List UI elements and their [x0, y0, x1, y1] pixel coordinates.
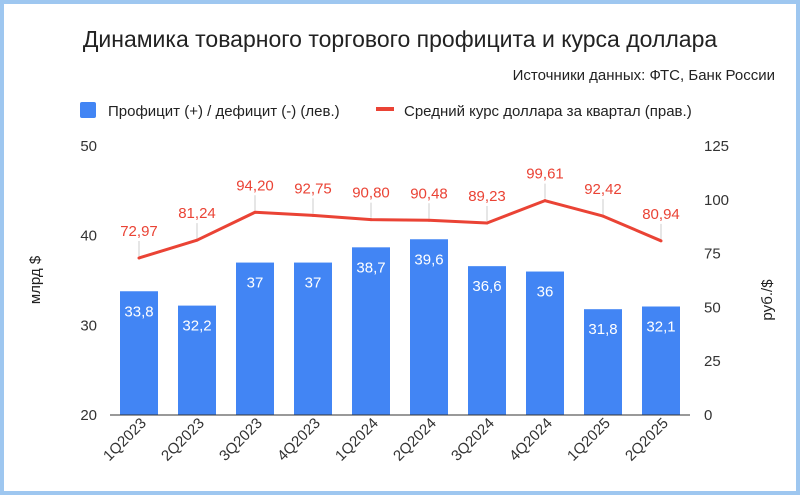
bar-data-label: 33,8 — [124, 303, 153, 320]
line-path — [138, 199, 662, 260]
x-tick: 3Q2023 — [216, 415, 266, 465]
legend: Профицит (+) / дефицит (-) (лев.) Средни… — [80, 102, 692, 120]
y-right-tick: 50 — [704, 299, 721, 316]
y-left-tick: 50 — [80, 138, 97, 155]
bar-data-label: 32,1 — [646, 319, 675, 336]
bar — [178, 305, 216, 415]
y-right-tick: 25 — [704, 353, 721, 370]
line-data-label: 92,42 — [584, 181, 622, 198]
line-series: 72,97 81,24 94,20 92,75 90,80 90,48 89,23 99,61… — [120, 166, 680, 260]
x-tick: 2Q2023 — [158, 415, 208, 465]
bar-series: 33,8 32,2 37 37 38,7 39,6 36,6 36 31,8 32,1 — [120, 239, 680, 415]
bar — [352, 247, 390, 415]
y-left-tick: 40 — [80, 228, 97, 245]
y-right-tick: 75 — [704, 246, 721, 263]
bar — [526, 271, 564, 415]
line-point — [659, 239, 663, 243]
chart-title: Динамика товарного торгового профицита и… — [83, 26, 718, 52]
line-point — [253, 210, 257, 214]
line-data-label: 80,94 — [642, 206, 680, 223]
line-point — [137, 256, 141, 260]
bar — [410, 239, 448, 415]
line-data-label: 99,61 — [526, 166, 564, 183]
y-right-tick-labels: 0 25 50 75 100 125 — [704, 138, 729, 424]
bar-data-label: 38,7 — [356, 259, 385, 276]
line-data-label: 90,80 — [352, 185, 390, 202]
bar-data-label: 37 — [305, 275, 322, 292]
x-tick: 2Q2025 — [622, 415, 672, 465]
x-tick-labels: 1Q2023 2Q2023 3Q2023 4Q2023 1Q2024 2Q2024 3Q20… — [100, 415, 672, 465]
bar-data-label: 31,8 — [588, 321, 617, 338]
bar — [120, 291, 158, 415]
legend-line-label: Средний курс доллара за квартал (прав.) — [404, 103, 692, 120]
legend-line-swatch — [376, 107, 394, 111]
line-point — [543, 199, 547, 203]
x-tick: 3Q2024 — [448, 415, 498, 465]
legend-bar-label: Профицит (+) / дефицит (-) (лев.) — [108, 103, 340, 120]
x-tick: 4Q2023 — [274, 415, 324, 465]
x-tick: 1Q2023 — [100, 415, 150, 465]
line-point — [601, 214, 605, 218]
bar — [584, 309, 622, 415]
y-right-tick: 0 — [704, 407, 712, 424]
bar-data-label: 37 — [247, 275, 264, 292]
x-tick: 2Q2024 — [390, 415, 440, 465]
bar — [468, 266, 506, 415]
y-left-tick-labels: 20 30 40 50 — [80, 138, 97, 424]
bar-data-label: 32,2 — [182, 318, 211, 335]
bar — [236, 262, 274, 415]
bar-data-label: 36,6 — [472, 278, 501, 295]
x-tick: 1Q2025 — [564, 415, 614, 465]
line-data-label: 92,75 — [294, 180, 332, 197]
line-data-label: 72,97 — [120, 223, 158, 240]
y-right-tick: 125 — [704, 138, 729, 155]
bar — [294, 262, 332, 415]
line-point — [369, 218, 373, 222]
bar-data-label: 36 — [537, 284, 554, 301]
y-left-tick: 20 — [80, 407, 97, 424]
y-left-tick: 30 — [80, 317, 97, 334]
chart-subtitle: Источники данных: ФТС, Банк России — [513, 67, 775, 84]
bar-data-label: 39,6 — [414, 251, 443, 268]
y-right-axis-label: руб./$ — [759, 279, 776, 321]
y-left-axis-label: млрд $ — [27, 255, 44, 304]
line-data-label: 90,48 — [410, 185, 448, 202]
y-right-tick: 100 — [704, 192, 729, 209]
bar — [642, 306, 680, 415]
line-point — [427, 218, 431, 222]
line-point — [195, 238, 199, 242]
legend-bar-swatch — [80, 102, 96, 118]
line-point — [311, 213, 315, 217]
line-data-label: 81,24 — [178, 205, 216, 222]
x-tick: 1Q2024 — [332, 415, 382, 465]
line-data-label: 94,20 — [236, 177, 274, 194]
line-data-label: 89,23 — [468, 188, 506, 205]
line-point — [485, 221, 489, 225]
x-tick: 4Q2024 — [506, 415, 556, 465]
